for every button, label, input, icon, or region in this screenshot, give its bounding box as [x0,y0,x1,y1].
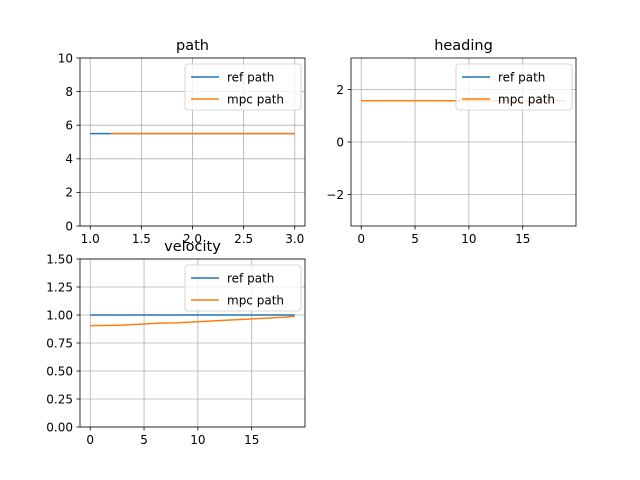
x-tick-label: 2.0 [183,232,202,246]
x-tick-label: 5 [411,232,419,246]
x-tick-label: 10 [461,232,476,246]
series-line-mpc-path [90,315,295,327]
chart-title: path [176,38,209,54]
axes-path: 1.0 1.5 2.0 2.5 3.0 0 2 4 6 8 10 path ref path mpc pa… [58,38,306,246]
legend: ref path mpc path [184,63,302,111]
y-tick-label: 4 [65,152,73,166]
legend-label: ref path [498,70,545,84]
y-tick-label: 0.50 [46,364,73,378]
legend-label: mpc path [498,92,555,106]
legend-label: mpc path [227,92,284,106]
legend: ref path mpc path [184,264,302,312]
axes-frame [79,57,306,227]
axes-frame [350,57,577,227]
legend-label: ref path [227,70,274,84]
axes-heading: 0 5 10 15 −2 0 2 heading ref path mpc path [326,38,577,246]
x-tick-label: 2.5 [234,232,253,246]
x-tick-label: 0 [357,232,365,246]
legend: ref path mpc path [455,63,573,111]
y-tick-label: 0 [336,135,344,149]
y-tick-label: 1.50 [46,252,73,266]
x-tick-label: 1.0 [81,232,100,246]
chart-title: heading [434,38,493,54]
y-tick-label: 0.75 [46,336,73,350]
y-tick-label: 1.00 [46,308,73,322]
chart-title: velocity [164,239,221,255]
y-tick-label: 6 [65,119,73,133]
y-tick-label: 2 [65,186,73,200]
x-tick-label: 5 [140,433,148,447]
legend-label: mpc path [227,293,284,307]
y-tick-label: 0.00 [46,420,73,434]
x-tick-label: 1.5 [132,232,151,246]
y-tick-label: 10 [58,51,73,65]
legend-label: ref path [227,271,274,285]
axes-frame [79,258,306,428]
y-tick-label: 2 [336,83,344,97]
x-tick-label: 0 [86,433,94,447]
y-tick-label: −2 [326,188,344,202]
x-tick-label: 15 [244,433,259,447]
y-tick-label: 0.25 [46,392,73,406]
axes-velocity: 0 5 10 15 0.00 0.25 0.50 0.75 1.00 1.25 1.50 veloci… [46,239,306,447]
y-tick-label: 0 [65,219,73,233]
x-tick-label: 3.0 [285,232,304,246]
y-tick-label: 1.25 [46,280,73,294]
x-tick-label: 10 [190,433,205,447]
x-tick-label: 15 [515,232,530,246]
y-tick-label: 8 [65,85,73,99]
